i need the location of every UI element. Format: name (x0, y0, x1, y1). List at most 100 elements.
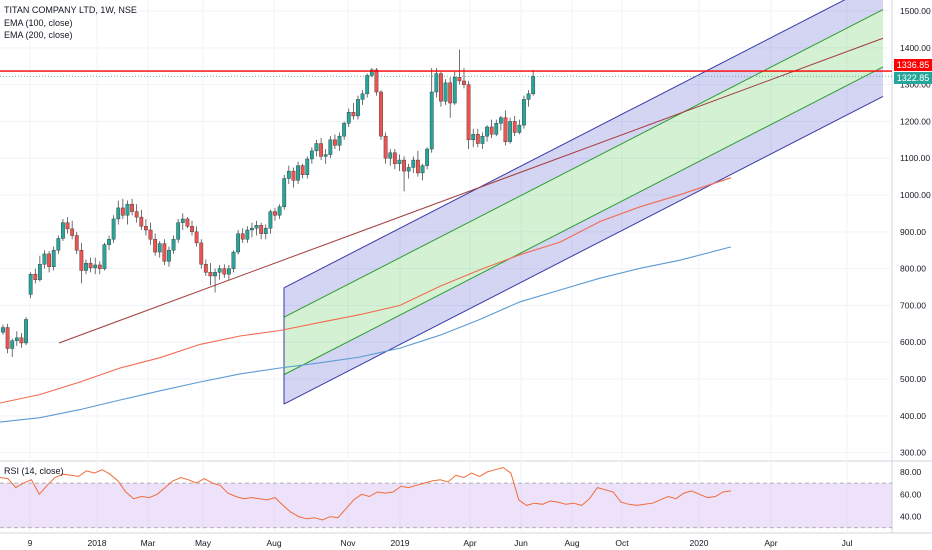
candle (245, 226, 250, 243)
price-tick-label: 400.00 (900, 411, 926, 421)
candle (176, 218, 181, 243)
candle-body (79, 250, 84, 271)
candle (51, 246, 56, 271)
candle (291, 167, 296, 188)
candle (263, 224, 268, 240)
candle (485, 125, 489, 142)
candle-body (462, 80, 466, 85)
candle (268, 209, 273, 234)
ema200-line (0, 246, 732, 423)
candle (102, 242, 107, 271)
candle-body (199, 242, 204, 265)
candle-body (134, 211, 139, 218)
candle-body (406, 167, 411, 172)
candle (356, 95, 360, 120)
candle-body (397, 159, 402, 164)
candle-body (130, 204, 134, 212)
candle (300, 163, 305, 179)
candle-body (116, 207, 121, 220)
candle (180, 213, 185, 230)
time-tick-label: May (195, 538, 212, 548)
candle (475, 128, 480, 148)
candle-body (148, 229, 153, 240)
candle-body (24, 319, 28, 344)
time-tick-label: Apr (764, 538, 777, 548)
candle-body (305, 158, 310, 175)
candle-body (531, 76, 536, 95)
candle (351, 103, 356, 120)
candle-body (425, 148, 430, 166)
candle-body (171, 238, 176, 251)
regression-center-line (58, 37, 884, 344)
candle-body (259, 225, 264, 234)
price-tick-label: 800.00 (900, 264, 926, 274)
candle-body (282, 178, 287, 208)
candle-body (176, 222, 181, 240)
candle (65, 217, 70, 234)
candle-body (517, 124, 522, 133)
candle-body (37, 264, 42, 280)
ema100-label: EMA (100, close) (4, 17, 73, 28)
candle (471, 128, 476, 148)
candle-body (291, 170, 296, 181)
lower-outer-line (283, 95, 884, 405)
candle (498, 115, 503, 131)
candle (411, 156, 416, 173)
candle (139, 209, 144, 230)
candle-body (485, 126, 489, 137)
candle (531, 69, 536, 96)
time-tick-label: Nov (340, 538, 356, 548)
price-tick-label: 1000.00 (900, 190, 931, 200)
time-tick-label: Jun (514, 538, 528, 548)
candle (512, 115, 517, 137)
candle (111, 215, 116, 243)
candle-body (443, 82, 448, 102)
candle-body (480, 135, 485, 144)
candle-body (194, 231, 199, 244)
candle (1, 324, 5, 335)
candle-body (125, 204, 130, 216)
candle (342, 121, 347, 140)
candle (42, 250, 47, 269)
candle-body (19, 337, 24, 344)
candle (420, 163, 425, 181)
candle (439, 71, 443, 107)
candle (28, 272, 33, 299)
candle-body (452, 77, 457, 104)
candle (489, 119, 494, 138)
candle-body (429, 91, 434, 150)
candle-body (300, 165, 305, 176)
candle (84, 259, 88, 275)
candle (47, 250, 52, 273)
candle (93, 257, 98, 275)
candle-body (360, 93, 365, 100)
time-tick-label: 2019 (391, 538, 410, 548)
candle (61, 218, 65, 242)
candle-body (203, 264, 208, 273)
candle-body (522, 99, 526, 126)
candle-body (102, 244, 107, 269)
candle-body (439, 73, 443, 102)
candle-body (448, 82, 453, 104)
time-tick-label: 2018 (88, 538, 107, 548)
candle-body (226, 268, 231, 275)
candle-body (56, 238, 61, 251)
candle-body (51, 250, 56, 268)
candle (517, 119, 522, 135)
candle (273, 207, 277, 221)
candle (24, 317, 28, 346)
candle (70, 220, 75, 240)
candle (125, 200, 130, 225)
candle-body (139, 216, 144, 227)
candle-body (365, 75, 370, 95)
candle-body (208, 272, 213, 277)
candle (508, 117, 512, 144)
candle-body (277, 206, 282, 216)
candle (120, 198, 125, 219)
rsi-tick-label: 40.00 (900, 512, 922, 522)
candle-body (93, 264, 98, 269)
candle-body (323, 154, 328, 157)
candle (19, 333, 24, 348)
candle-body (286, 170, 291, 179)
